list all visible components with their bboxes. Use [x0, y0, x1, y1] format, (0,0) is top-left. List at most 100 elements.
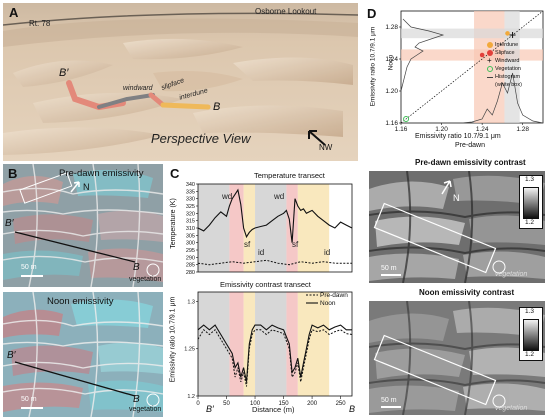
north-label: N	[83, 182, 90, 192]
colorbar-bottom-label: 1.2	[525, 219, 535, 226]
zone-band	[198, 184, 230, 272]
x-tick-label: 1.28	[516, 126, 529, 133]
y-tick-label: 315	[186, 219, 195, 225]
zone-wd-1: wd	[222, 192, 233, 201]
predawn-contrast-image: N 50 m vegetation 1.3 1.2	[369, 171, 545, 283]
scale-label-predawn-contrast: 50 m	[381, 265, 397, 272]
legend-row-3: Vegetation	[487, 65, 547, 73]
vegetation-label-noon: vegetation	[129, 406, 162, 413]
legend-row-1: Slipface	[487, 49, 547, 57]
compass-arrow-icon	[305, 127, 329, 152]
predawn-contrast-title: Pre-dawn emissivity contrast	[415, 158, 526, 167]
scale-bar-label-noon: 50 m	[21, 396, 37, 403]
y-tick-label: 1.20	[385, 88, 398, 95]
y-tick-label: 290	[186, 255, 195, 261]
y-tick-label: 330	[186, 197, 195, 203]
b-prime-axis-label: B′	[206, 404, 214, 414]
panel-b-letter: B	[8, 166, 18, 181]
point-interdune	[505, 31, 510, 36]
zone-band	[286, 184, 298, 272]
colorbar-bottom-label-noon: 1.2	[525, 351, 535, 358]
scatter-ylabel-line1: Emissivity ratio 10.7/9.1 μm	[369, 26, 377, 107]
zone-id-2: id	[324, 248, 331, 257]
predawn-emissivity-image: Pre-dawn emissivity N B′ B 50 m vegetati…	[3, 164, 163, 287]
y-tick-label: 305	[186, 233, 195, 239]
legend-predawn-label: Pre-dawn	[320, 292, 348, 299]
emissivity-transect-title: Emissivity contrast transect	[220, 280, 311, 289]
b-label: B	[213, 101, 221, 113]
series-line-noon	[197, 188, 353, 243]
windward-band-vertical	[504, 11, 520, 123]
b-axis-label: B	[349, 404, 356, 414]
vegetation-label-noon-contrast: vegetation	[495, 405, 528, 412]
panel-d-scatter-chart: 1.16 1.20 1.24 1.28 1.28 1.24 1.20 1.16	[385, 10, 544, 133]
panel-d-scatter-and-contrast: 1.16 1.20 1.24 1.28 1.28 1.24 1.20 1.16 Emissiv…	[361, 3, 547, 417]
y-tick-label: 1.3	[187, 299, 195, 305]
point-windward	[509, 32, 516, 38]
scatter-legend: Interdune Slipface + Windward Vegetation Hist…	[487, 41, 547, 89]
colorbar-top-label: 1.3	[525, 176, 535, 183]
point-vegetation	[403, 116, 410, 122]
colorbar-noon: 1.3 1.2	[519, 307, 543, 361]
legend-marker: +	[487, 56, 492, 65]
north-arrow-icon	[69, 180, 83, 199]
zone-band	[297, 292, 330, 396]
panel-c-letter: C	[170, 166, 180, 181]
legend-marker	[487, 76, 493, 78]
x-tick-label: 1.24	[476, 126, 489, 133]
scatter-ylabel-line2: Noon	[387, 54, 395, 71]
compass-label: NW	[319, 143, 333, 152]
noon-emissivity-title: Noon emissivity	[47, 296, 114, 307]
legend-label: Slipface	[495, 50, 515, 56]
scatter-xlabel-line2: Pre-dawn	[455, 142, 485, 149]
panel-d-letter: D	[367, 6, 377, 21]
zone-wd-2: wd	[274, 192, 285, 201]
windward-band-horizontal	[401, 28, 543, 39]
x-tick-label: 0	[196, 401, 200, 407]
series-line-noon	[197, 324, 352, 382]
zone-band	[286, 292, 298, 396]
series-line-pre-dawn	[197, 329, 353, 387]
scale-bar-label-predawn: 50 m	[21, 264, 37, 271]
y-tick-label: 295	[186, 248, 195, 254]
colorbar-top-label-noon: 1.3	[525, 308, 535, 315]
legend-row-4: Histogram	[487, 73, 547, 81]
x-tick-label: 1.16	[395, 126, 408, 133]
noon-contrast-image: 50 m vegetation 1.3 1.2	[369, 301, 545, 415]
legend-marker	[487, 50, 493, 56]
vegetation-label-predawn: vegetation	[129, 276, 162, 283]
x-tick-label: 50	[223, 401, 230, 407]
legend-row-0: Interdune	[487, 41, 547, 49]
colorbar-gradient-noon	[523, 319, 539, 351]
y-tick-label: 1.28	[385, 24, 398, 31]
zone-band	[255, 184, 287, 272]
y-tick-label: 320	[186, 211, 195, 217]
legend-noon-label: Noon	[320, 300, 336, 307]
zone-band	[243, 184, 256, 272]
y-tick-label: 285	[186, 263, 195, 269]
x-tick-label: 100	[250, 401, 261, 407]
lookout-label: Osborne Lookout	[255, 7, 317, 16]
scale-label-noon-contrast: 50 m	[381, 397, 397, 404]
zone-band	[255, 292, 287, 396]
y-tick-label: 1.16	[385, 120, 398, 127]
series-line-pre-dawn	[197, 259, 352, 266]
y-tick-label: 335	[186, 189, 195, 195]
zone-sf-2: sf	[292, 240, 299, 249]
panel-b-emissivity: Pre-dawn emissivity N B′ B 50 m vegetati…	[3, 164, 163, 417]
b-label-noon: B	[133, 394, 140, 405]
legend-label: Interdune	[495, 42, 519, 48]
predawn-emissivity-title: Pre-dawn emissivity	[59, 168, 144, 179]
b-prime-label-predawn: B′	[5, 218, 14, 229]
histogram-x	[461, 72, 544, 124]
legend-marker	[487, 82, 493, 88]
scatter-xlabel-line1: Emissivity ratio 10.7/9.1 μm	[415, 133, 501, 140]
b-prime-label-noon: B′	[7, 350, 16, 361]
legend-marker	[487, 66, 493, 72]
panel-c-transects: 340 335 330 325 320 315 310 305 300 295 290 285 280 1…	[166, 164, 358, 417]
zone-band	[229, 292, 244, 396]
legend-label: Histogram	[495, 74, 521, 80]
slipface-band-horizontal	[401, 49, 543, 61]
x-tick-label: 250	[336, 401, 347, 407]
